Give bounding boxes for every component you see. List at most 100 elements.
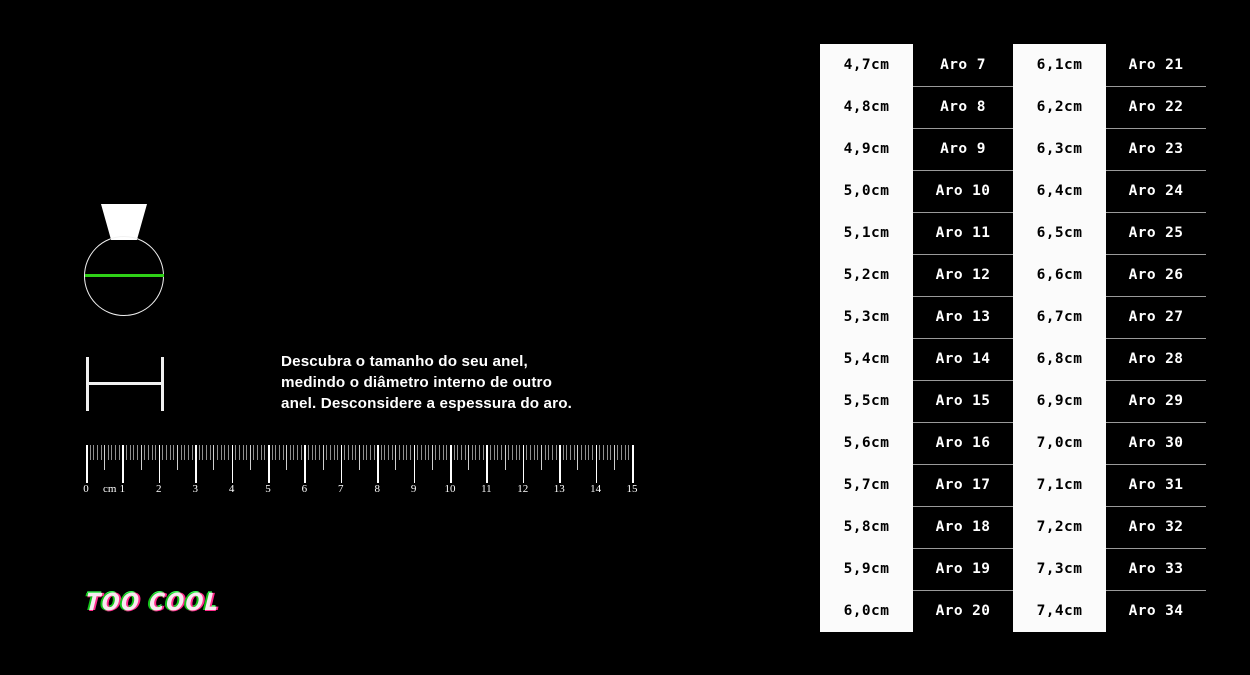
ruler-tick-cm [122, 445, 124, 483]
ruler-tick-mm [107, 445, 109, 460]
ruler-tick-mm [566, 445, 568, 460]
ruler-tick-half [504, 445, 506, 470]
ring-size-cell: Aro 17 [913, 463, 1013, 507]
ring-size-cell: Aro 23 [1106, 127, 1206, 171]
ruler-tick-mm [624, 445, 626, 460]
table-row: 5,3cm Aro 13 6,7cm Aro 27 [820, 295, 1206, 339]
ruler-tick-mm [409, 445, 411, 460]
ruler-tick-cm [304, 445, 306, 483]
ruler-tick-cm [522, 445, 525, 483]
ruler-tick-mm [511, 445, 513, 460]
ruler-tick-half [213, 445, 215, 470]
ruler-tick-mm [224, 445, 226, 460]
ring-size-cell: Aro 11 [913, 211, 1013, 255]
table-row: 5,9cm Aro 19 7,3cm Aro 33 [820, 547, 1206, 591]
ruler-tick-half [286, 445, 288, 470]
ruler-label-2: 2 [156, 483, 162, 495]
ruler-tick-mm [424, 445, 426, 460]
ruler-tick-mm [96, 445, 98, 460]
ruler-tick-mm [173, 445, 175, 460]
ruler-tick-mm [166, 445, 168, 460]
ruler-tick-mm [406, 445, 408, 460]
ruler-tick-mm [333, 445, 335, 460]
ruler-tick-mm [417, 445, 419, 460]
ruler-tick-cm [86, 445, 88, 483]
ruler-tick-mm [184, 445, 186, 460]
ruler-tick-mm [308, 445, 310, 460]
diameter-cell: 7,2cm [1013, 506, 1106, 548]
ring-size-cell: Aro 19 [913, 547, 1013, 591]
ruler-tick-mm [435, 445, 437, 460]
ruler-label-10: 10 [444, 483, 456, 495]
ruler-tick-mm [136, 445, 138, 460]
ruler-tick-mm [391, 445, 393, 460]
instruction-text: Descubra o tamanho do seu anel, medindo … [281, 351, 651, 414]
ruler-tick-mm [471, 445, 473, 460]
ruler-tick-mm [490, 445, 492, 460]
ruler-tick-mm [278, 445, 280, 460]
diameter-cell: 6,5cm [1013, 212, 1106, 254]
diameter-cell: 5,6cm [820, 422, 913, 464]
ruler-tick-mm [89, 445, 91, 460]
ring-gem-icon [101, 204, 147, 240]
ruler-tick-mm [329, 445, 331, 460]
ruler-tick-mm [282, 445, 284, 460]
ruler-tick-mm [242, 445, 244, 460]
diameter-cell: 5,3cm [820, 296, 913, 338]
diameter-cell: 5,5cm [820, 380, 913, 422]
ruler-tick-mm [126, 445, 128, 460]
ruler-tick-cm [486, 445, 488, 483]
ruler-tick-mm [293, 445, 295, 460]
diameter-cell: 6,1cm [1013, 44, 1106, 86]
diameter-cell: 6,7cm [1013, 296, 1106, 338]
ruler-tick-mm [380, 445, 382, 460]
ring-sizer-panel: Descubra o tamanho do seu anel, medindo … [83, 204, 651, 615]
ring-size-cell: Aro 20 [913, 589, 1013, 632]
ruler-tick-mm [162, 445, 164, 460]
ring-size-cell: Aro 12 [913, 253, 1013, 297]
ruler-tick-mm [337, 445, 339, 460]
table-row: 5,4cm Aro 14 6,8cm Aro 28 [820, 337, 1206, 381]
diameter-cell: 5,2cm [820, 254, 913, 296]
ruler-tick-mm [362, 445, 364, 460]
diameter-cell: 5,8cm [820, 506, 913, 548]
ruler-tick-mm [206, 445, 208, 460]
ruler-tick-cm [413, 445, 416, 483]
ring-size-cell: Aro 34 [1106, 589, 1206, 632]
ruler-label-6: 6 [301, 483, 308, 495]
ruler-tick-mm [591, 445, 593, 460]
ruler-tick-mm [442, 445, 444, 460]
ruler-tick-mm [402, 445, 404, 460]
ruler-label-0: 0 [83, 483, 89, 495]
ruler-tick-mm [606, 445, 608, 460]
ruler-tick-mm [551, 445, 553, 460]
ring-size-cell: Aro 26 [1106, 253, 1206, 297]
ruler-label-14: 14 [590, 483, 602, 495]
ruler-tick-half [140, 445, 142, 470]
ring-size-cell: Aro 13 [913, 295, 1013, 339]
ruler-tick-mm [118, 445, 120, 460]
ruler-ticks [86, 445, 634, 483]
ruler-tick-mm [544, 445, 546, 460]
ruler-tick-mm [318, 445, 320, 460]
ruler-tick-mm [533, 445, 535, 460]
ruler-label-3: 3 [192, 483, 198, 495]
ruler-tick-mm [479, 445, 481, 460]
ruler-tick-mm [180, 445, 182, 460]
ruler-tick-mm [235, 445, 237, 460]
ruler-tick-mm [351, 445, 353, 460]
instruction-line-2: medindo o diâmetro interno de outro [281, 374, 553, 391]
caliper-bar [86, 382, 164, 385]
ring-diagram [84, 204, 166, 320]
ruler-tick-mm [453, 445, 455, 460]
ruler-label-4: 4 [228, 483, 235, 495]
ruler-tick-cm [231, 445, 234, 483]
ruler-tick-half [249, 445, 251, 470]
ruler-tick-mm [133, 445, 135, 460]
ruler-tick-half [431, 445, 433, 470]
ruler-tick-cm [450, 445, 452, 483]
table-row: 6,0cm Aro 20 7,4cm Aro 34 [820, 589, 1206, 632]
ruler-tick-mm [537, 445, 539, 460]
ruler-tick-mm [191, 445, 193, 460]
ruler-tick-mm [198, 445, 200, 460]
